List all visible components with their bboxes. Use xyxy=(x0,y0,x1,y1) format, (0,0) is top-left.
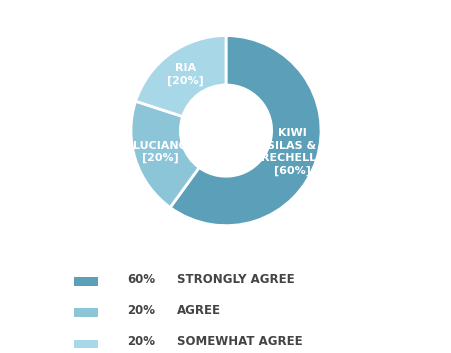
Text: 60%: 60% xyxy=(127,273,155,286)
Text: STRONGLY AGREE: STRONGLY AGREE xyxy=(176,273,294,286)
FancyBboxPatch shape xyxy=(74,309,98,317)
Wedge shape xyxy=(135,36,226,116)
Wedge shape xyxy=(170,36,320,226)
FancyBboxPatch shape xyxy=(74,277,98,286)
Text: LUCIANO
[20%]: LUCIANO [20%] xyxy=(132,141,187,163)
FancyBboxPatch shape xyxy=(74,340,98,348)
Text: AGREE: AGREE xyxy=(176,304,220,317)
Text: RIA
[20%]: RIA [20%] xyxy=(166,63,203,86)
Wedge shape xyxy=(131,101,199,208)
Text: 20%: 20% xyxy=(127,304,155,317)
Text: 20%: 20% xyxy=(127,335,155,348)
Text: KIWI
SILAS &
RECHELLE
[60%]: KIWI SILAS & RECHELLE [60%] xyxy=(260,128,322,176)
Text: SOMEWHAT AGREE: SOMEWHAT AGREE xyxy=(176,335,302,348)
